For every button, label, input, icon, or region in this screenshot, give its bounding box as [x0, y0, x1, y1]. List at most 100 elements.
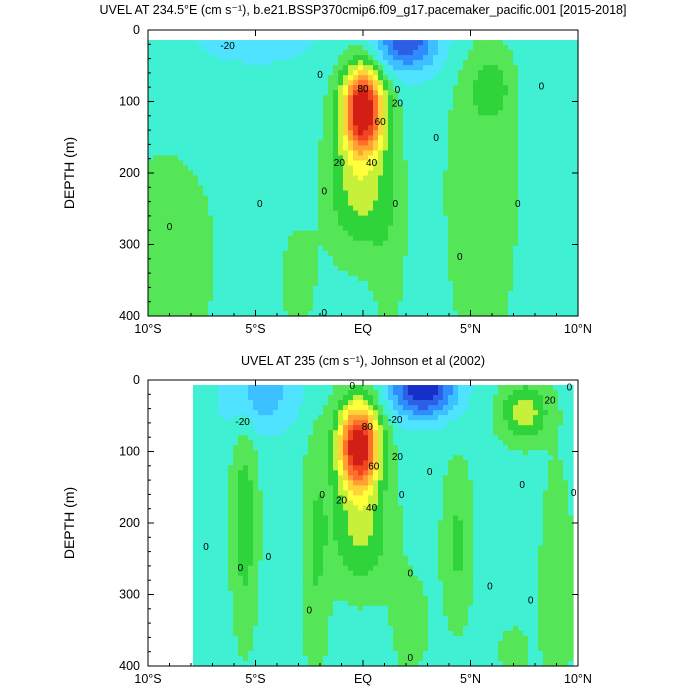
shade-cell — [148, 285, 154, 292]
shade-cell — [488, 215, 494, 222]
shade-cell — [348, 90, 354, 96]
shade-cell — [358, 40, 364, 46]
shade-cell — [458, 60, 464, 66]
shade-cell — [193, 55, 199, 61]
shade-cell — [428, 100, 434, 106]
shade-cell — [323, 185, 329, 192]
shade-cell — [413, 130, 419, 136]
shade-cell — [148, 60, 154, 66]
shade-cell — [243, 180, 249, 187]
shade-cell — [298, 185, 304, 192]
shade-cell — [298, 95, 304, 101]
shade-cell — [368, 110, 374, 116]
shade-cell — [383, 250, 389, 257]
shade-cell — [548, 110, 554, 116]
shade-cell — [393, 240, 399, 247]
shade-cell — [453, 205, 459, 212]
shade-cell — [178, 40, 184, 46]
shade-cell — [203, 435, 209, 441]
shade-cell — [378, 140, 384, 147]
x-tick-label: 10°N — [564, 322, 592, 336]
shade-cell — [218, 215, 224, 222]
shade-cell — [203, 385, 209, 391]
shade-cell — [563, 130, 569, 136]
shade-cell — [338, 40, 344, 46]
shade-cell — [258, 60, 264, 66]
shade-cell — [208, 440, 214, 446]
shade-cell — [263, 120, 269, 126]
shade-cell — [513, 130, 519, 136]
shade-cell — [378, 285, 384, 292]
shade-cell — [463, 155, 469, 162]
shade-cell — [353, 55, 359, 61]
shade-cell — [353, 75, 359, 81]
shade-cell — [223, 300, 229, 307]
shade-cell — [318, 165, 324, 172]
shade-cell — [573, 65, 579, 71]
shade-cell — [308, 40, 314, 46]
shade-cell — [573, 145, 579, 152]
shade-cell — [488, 140, 494, 147]
shade-cell — [288, 135, 294, 141]
shade-cell — [413, 155, 419, 162]
shade-cell — [573, 220, 579, 227]
shade-cell — [328, 285, 334, 292]
shade-cell — [308, 265, 314, 272]
shade-cell — [348, 120, 354, 126]
shade-cell — [408, 85, 414, 91]
shade-cell — [268, 105, 274, 111]
shade-cell — [348, 85, 354, 91]
shade-cell — [218, 220, 224, 227]
shade-cell — [268, 165, 274, 172]
shade-cell — [323, 155, 329, 162]
shade-cell — [503, 40, 509, 46]
shade-cell — [238, 55, 244, 61]
shade-cell — [478, 220, 484, 227]
shade-cell — [353, 235, 359, 242]
shade-cell — [193, 565, 199, 572]
shade-cell — [263, 270, 269, 277]
shade-cell — [488, 70, 494, 76]
shade-cell — [388, 200, 394, 207]
shade-cell — [338, 75, 344, 81]
shade-cell — [263, 210, 269, 217]
shade-cell — [473, 260, 479, 267]
shade-cell — [393, 155, 399, 162]
shade-cell — [503, 160, 509, 167]
shade-cell — [323, 50, 329, 56]
shade-cell — [288, 140, 294, 147]
shade-cell — [283, 180, 289, 187]
shade-cell — [458, 255, 464, 262]
shade-cell — [383, 255, 389, 262]
shade-cell — [523, 280, 529, 287]
shade-cell — [468, 175, 474, 182]
shade-cell — [358, 150, 364, 157]
shade-cell — [518, 160, 524, 167]
shade-cell — [463, 280, 469, 287]
shade-cell — [483, 100, 489, 106]
shade-cell — [363, 85, 369, 91]
shade-cell — [438, 155, 444, 162]
shade-cell — [298, 190, 304, 197]
shade-cell — [203, 605, 209, 612]
shade-cell — [398, 175, 404, 182]
shade-cell — [263, 110, 269, 116]
shade-cell — [338, 245, 344, 252]
shade-cell — [353, 255, 359, 262]
shade-cell — [303, 70, 309, 76]
shade-cell — [483, 65, 489, 71]
shade-cell — [503, 245, 509, 252]
shade-cell — [258, 215, 264, 222]
shade-cell — [163, 255, 169, 262]
shade-cell — [543, 50, 549, 56]
shade-cell — [373, 265, 379, 272]
shade-cell — [193, 80, 199, 86]
shade-cell — [388, 275, 394, 282]
shade-cell — [573, 95, 579, 101]
shade-cell — [518, 200, 524, 207]
shade-cell — [363, 155, 369, 162]
shade-cell — [423, 75, 429, 81]
shade-cell — [193, 275, 199, 282]
shade-cell — [198, 465, 204, 471]
shade-cell — [488, 180, 494, 187]
